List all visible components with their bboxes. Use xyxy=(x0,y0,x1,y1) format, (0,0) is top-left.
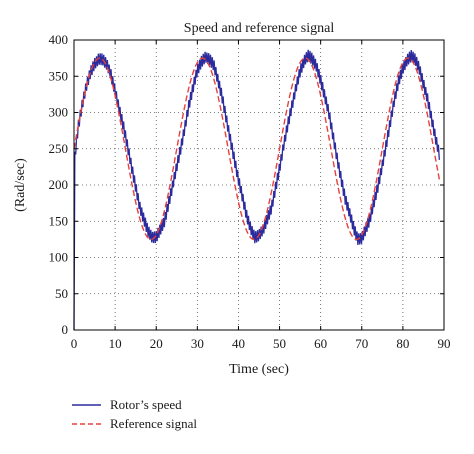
series-layer xyxy=(73,49,441,331)
y-tick-label: 300 xyxy=(49,105,69,120)
x-tick-label: 0 xyxy=(71,336,78,351)
series-line-reference-signal xyxy=(73,57,441,241)
y-tick-label: 400 xyxy=(49,32,69,47)
x-tick-label: 10 xyxy=(109,336,122,351)
x-tick-label: 50 xyxy=(273,336,286,351)
y-tick-label: 150 xyxy=(49,213,69,228)
y-tick-label: 200 xyxy=(49,177,69,192)
chart-title: Speed and reference signal xyxy=(184,21,335,36)
grid-lines xyxy=(74,40,444,330)
x-tick-label: 80 xyxy=(396,336,409,351)
x-tick-label: 20 xyxy=(150,336,163,351)
y-tick-label: 50 xyxy=(55,286,68,301)
x-tick-label: 90 xyxy=(438,336,451,351)
y-axis-ticks: 0 50 100 150 200 250 300 350 400 xyxy=(49,32,444,337)
x-tick-label: 40 xyxy=(232,336,245,351)
legend-label-reference-signal: Reference signal xyxy=(110,416,197,431)
series-line-rotor-speed xyxy=(73,49,440,331)
x-axis-label: Time (sec) xyxy=(229,362,289,377)
y-tick-label: 350 xyxy=(49,68,69,83)
x-axis-ticks: 0 10 20 30 40 50 60 70 80 90 xyxy=(71,40,451,351)
legend-label-rotor-speed: Rotor’s speed xyxy=(110,397,182,412)
x-tick-label: 70 xyxy=(355,336,368,351)
legend: Rotor’s speed Reference signal xyxy=(72,397,197,431)
x-tick-label: 30 xyxy=(191,336,204,351)
y-tick-label: 100 xyxy=(49,250,69,265)
y-tick-label: 250 xyxy=(49,141,69,156)
x-tick-label: 60 xyxy=(314,336,327,351)
y-axis-label: (Rad/sec) xyxy=(13,158,28,212)
y-tick-label: 0 xyxy=(62,322,69,337)
